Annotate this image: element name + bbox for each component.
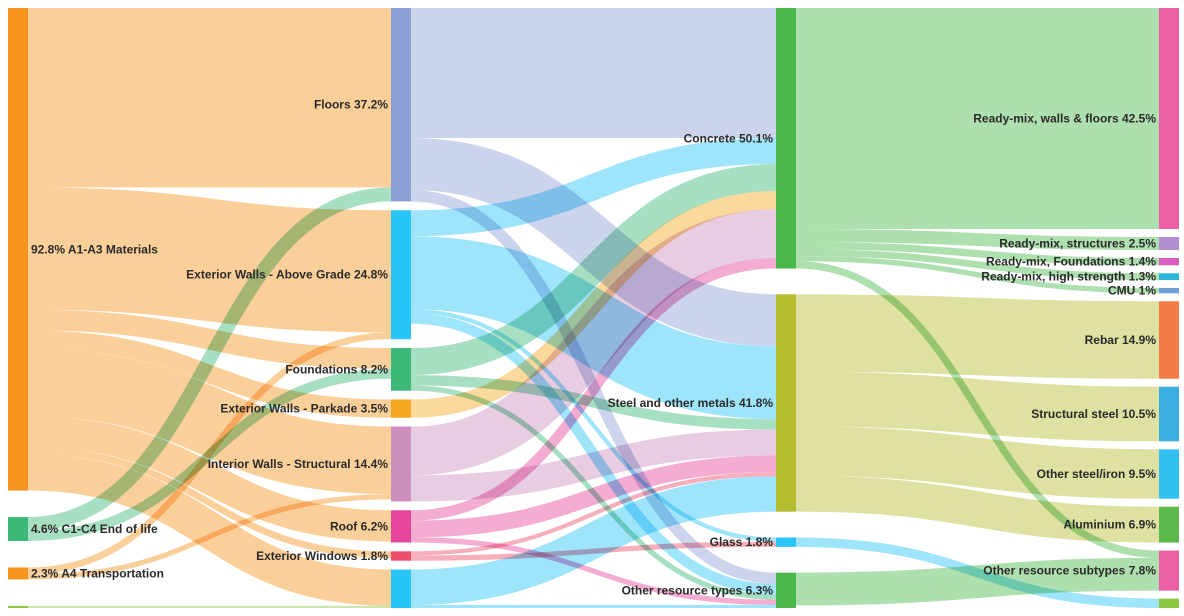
- sankey-nodes: [8, 8, 1179, 608]
- link-a1a3-to-parkade: [27, 330, 392, 418]
- link-windows-to-steel: [410, 472, 777, 556]
- label-rm_wf: Ready-mix, walls & floors 42.5%: [973, 112, 1156, 126]
- link-concrete-to-rm_hs: [795, 249, 1160, 281]
- node-rm_st: [1159, 237, 1179, 250]
- node-foundations: [391, 348, 411, 391]
- node-c1c4: [8, 517, 28, 541]
- sankey-links: [27, 7, 1160, 609]
- sankey-labels: 92.8% A1-A3 Materials 4.6% C1-C4 End of l…: [31, 98, 1156, 598]
- label-a1a3: 92.8% A1-A3 Materials: [31, 242, 158, 256]
- node-windows: [391, 551, 411, 561]
- label-roof: Roof 6.2%: [330, 519, 388, 533]
- label-c1c4: 4.6% C1-C4 End of life: [31, 522, 158, 536]
- link-a4-to-extwalls: [27, 332, 392, 575]
- node-othersteel: [1159, 449, 1179, 499]
- link-extwalls-to-glass: [410, 309, 777, 542]
- link-a1a3-to-roof: [27, 416, 392, 542]
- link-steel-to-structsteel: [795, 371, 1160, 442]
- link-extwalls-to-concrete: [410, 138, 777, 237]
- label-rm_st: Ready-mix, structures 2.5%: [999, 237, 1156, 251]
- node-floors: [391, 8, 411, 202]
- node-parkade: [391, 399, 411, 418]
- node-a4: [8, 567, 28, 580]
- link-foundations-to-steel: [410, 375, 777, 430]
- link-concrete-to-cmu: [795, 256, 1160, 294]
- node-a1a3: [8, 8, 28, 491]
- link-steel-to-rebar: [795, 294, 1160, 379]
- link-concrete-to-rm_fd: [795, 242, 1160, 266]
- link-a1a3-to-extwalls: [27, 187, 392, 333]
- label-rm_hs: Ready-mix, high strength 1.3%: [981, 270, 1156, 284]
- node-last: [1159, 598, 1179, 608]
- node-rm_hs: [1159, 273, 1179, 281]
- node-intwalls: [391, 426, 411, 502]
- node-cmu: [1159, 288, 1179, 294]
- link-a1a3-to-windows: [27, 447, 392, 559]
- label-othersub: Other resource subtypes 7.8%: [983, 564, 1156, 578]
- node-extwalls: [391, 210, 411, 340]
- label-a4: 2.3% A4 Transportation: [31, 566, 164, 580]
- label-structsteel: Structural steel 10.5%: [1031, 407, 1156, 421]
- label-foundations: Foundations 8.2%: [285, 362, 388, 376]
- label-steel: Steel and other metals 41.8%: [608, 396, 774, 410]
- node-roof: [391, 510, 411, 543]
- label-rebar: Rebar 14.9%: [1085, 333, 1157, 347]
- node-othersub: [1159, 550, 1179, 591]
- link-steel-to-othersteel: [795, 426, 1160, 499]
- link-concrete-to-rm_st: [795, 229, 1160, 250]
- link-a1a3-to-foundations: [27, 309, 392, 369]
- label-othersteel: Other steel/iron 9.5%: [1037, 467, 1157, 481]
- link-c1c4-to-floors: [27, 187, 392, 532]
- link-a1a3-to-misc: [27, 454, 392, 606]
- node-a5: [8, 605, 28, 608]
- link-roof-to-concrete: [410, 258, 777, 521]
- label-glass: Glass 1.8%: [710, 535, 774, 549]
- node-alu: [1159, 506, 1179, 543]
- link-parkade-to-concrete: [410, 191, 777, 418]
- label-windows: Exterior Windows 1.8%: [256, 549, 388, 563]
- node-rm_wf: [1159, 8, 1179, 229]
- link-roof-to-other: [410, 537, 777, 605]
- label-extwalls: Exterior Walls - Above Grade 24.8%: [186, 268, 388, 282]
- link-intwalls-to-concrete: [410, 209, 777, 476]
- node-rebar: [1159, 301, 1179, 379]
- node-concrete: [776, 8, 796, 269]
- label-intwalls: Interior Walls - Structural 14.4%: [208, 457, 389, 471]
- node-rm_fd: [1159, 258, 1179, 266]
- link-steel-to-alu: [795, 475, 1160, 543]
- node-glass: [776, 537, 796, 547]
- link-misc-to-steel: [410, 476, 777, 605]
- label-cmu: CMU 1%: [1108, 284, 1156, 298]
- label-parkade: Exterior Walls - Parkade 3.5%: [220, 402, 388, 416]
- link-intwalls-to-steel: [410, 429, 777, 502]
- link-roof-to-steel: [410, 455, 777, 538]
- label-floors: Floors 37.2%: [314, 98, 388, 112]
- node-misc: [391, 569, 411, 608]
- node-steel: [776, 294, 796, 512]
- link-a1a3-to-intwalls: [27, 348, 392, 495]
- link-floors-to-steel: [410, 138, 777, 347]
- link-a4-to-intwalls: [27, 494, 392, 580]
- label-other: Other resource types 6.3%: [622, 583, 774, 597]
- node-structsteel: [1159, 386, 1179, 442]
- link-other-to-othersub: [795, 557, 1160, 606]
- label-concrete: Concrete 50.1%: [684, 131, 774, 145]
- link-foundations-to-concrete: [410, 164, 777, 376]
- label-alu: Aluminium 6.9%: [1063, 518, 1156, 532]
- node-other: [776, 572, 796, 608]
- label-rm_fd: Ready-mix, Foundations 1.4%: [986, 255, 1156, 269]
